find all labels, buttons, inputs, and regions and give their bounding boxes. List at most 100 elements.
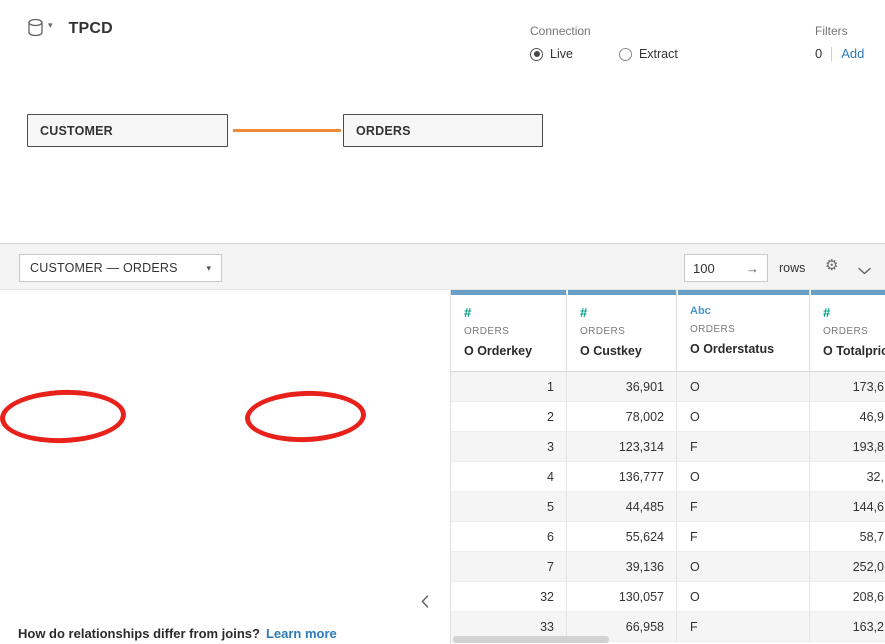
cell-custkey: 123,314 <box>566 432 676 462</box>
column-field-name: O Totalprice <box>823 344 885 358</box>
filters-divider <box>831 46 833 61</box>
collapse-grid-chevron-icon[interactable] <box>858 262 871 280</box>
learn-more-link[interactable]: Learn more <box>265 626 337 641</box>
cell-custkey: 78,002 <box>566 402 676 432</box>
datasource-title: TPCD <box>68 19 113 37</box>
cell-orderkey: 3 <box>451 432 566 462</box>
cell-custkey: 36,901 <box>566 372 676 402</box>
apply-rows-arrow-icon[interactable]: → <box>746 260 759 276</box>
radio-live-label: Live <box>550 47 573 61</box>
bottom-toolbar: CUSTOMER — ORDERS ▾ 100 → rows ⚙ <box>0 243 885 290</box>
relationships-question: How do relationships differ from joins? L… <box>18 626 337 641</box>
column-header-strip <box>567 290 676 295</box>
cell-orderkey: 2 <box>451 402 566 432</box>
gear-icon[interactable]: ⚙ <box>825 257 839 274</box>
question-text: How do relationships differ from joins? <box>18 626 260 641</box>
cell-orderkey: 5 <box>451 492 566 522</box>
number-type-icon: # <box>464 305 472 320</box>
grid-row: 7 39,136 O 252,0 <box>451 552 885 582</box>
cell-custkey: 44,485 <box>566 492 676 522</box>
top-header: ▾ TPCD Connection Live Extract Filters 0 <box>0 0 885 100</box>
string-type-icon: Abc <box>690 305 711 317</box>
data-preview-grid: # ORDERS O Orderkey # ORDERS O Custkey A… <box>450 290 885 644</box>
cell-custkey: 136,777 <box>566 462 676 492</box>
cell-orderkey: 4 <box>451 462 566 492</box>
cell-totalprice: 144,6 <box>809 492 885 522</box>
column-field-name: O Custkey <box>580 344 642 358</box>
cell-orderkey: 32 <box>451 582 566 612</box>
column-table-name: ORDERS <box>580 326 626 337</box>
number-type-icon: # <box>823 305 831 320</box>
column-header-totalprice[interactable]: # ORDERS O Totalprice <box>809 290 885 372</box>
radio-extract[interactable]: Extract <box>618 47 678 61</box>
filters-group: Filters 0 Add <box>815 24 864 61</box>
connection-group: Connection Live Extract <box>530 24 678 61</box>
canvas-table-orders[interactable]: ORDERS <box>343 114 543 147</box>
cell-orderkey: 1 <box>451 372 566 402</box>
cell-totalprice: 252,0 <box>809 552 885 582</box>
filters-label: Filters <box>815 24 848 38</box>
grid-row: 1 36,901 O 173,6 <box>451 372 885 402</box>
cell-orderstatus: O <box>676 402 809 432</box>
radio-extract-circle[interactable] <box>618 47 632 61</box>
database-dropdown-caret[interactable]: ▾ <box>48 20 53 30</box>
cell-orderkey: 6 <box>451 522 566 552</box>
column-header-strip <box>677 290 809 295</box>
grid-row: 3 123,314 F 193,8 <box>451 432 885 462</box>
column-header-orderkey[interactable]: # ORDERS O Orderkey <box>451 290 566 372</box>
cell-totalprice: 173,6 <box>809 372 885 402</box>
row-count-input[interactable]: 100 → <box>684 254 768 282</box>
relationship-selector-dropdown[interactable]: CUSTOMER — ORDERS ▾ <box>19 254 222 282</box>
cell-custkey: 55,624 <box>566 522 676 552</box>
relationship-selector-label: CUSTOMER — ORDERS <box>30 261 178 275</box>
column-header-custkey[interactable]: # ORDERS O Custkey <box>566 290 676 372</box>
horizontal-scrollbar-thumb[interactable] <box>453 636 609 643</box>
cell-orderstatus: O <box>676 552 809 582</box>
column-header-strip <box>810 290 885 295</box>
add-filter-link[interactable]: Add <box>841 46 865 61</box>
column-field-name: O Orderstatus <box>690 342 775 356</box>
cell-custkey: 39,136 <box>566 552 676 582</box>
cell-orderstatus: O <box>676 582 809 612</box>
grid-row: 6 55,624 F 58,7 <box>451 522 885 552</box>
rows-label: rows <box>779 261 806 275</box>
radio-live[interactable]: Live <box>530 47 573 61</box>
cell-totalprice: 32, <box>809 462 885 492</box>
column-table-name: ORDERS <box>690 324 736 335</box>
cell-totalprice: 58,7 <box>809 522 885 552</box>
cell-totalprice: 46,9 <box>809 402 885 432</box>
collapse-panel-chevron-icon[interactable] <box>421 595 429 613</box>
cell-orderstatus: F <box>676 522 809 552</box>
grid-row: 2 78,002 O 46,9 <box>451 402 885 432</box>
cell-totalprice: 163,2 <box>809 612 885 642</box>
cell-custkey: 130,057 <box>566 582 676 612</box>
column-table-name: ORDERS <box>823 326 869 337</box>
database-icon[interactable]: ▾ <box>27 18 53 39</box>
connection-label: Connection <box>530 24 591 38</box>
relationship-noodle[interactable] <box>233 129 341 132</box>
cell-orderstatus: O <box>676 372 809 402</box>
relationship-editor-panel: How do relationships differ from joins? L… <box>0 290 450 644</box>
number-type-icon: # <box>580 305 588 320</box>
cell-orderstatus: F <box>676 492 809 522</box>
filters-count: 0 <box>815 46 823 61</box>
grid-row: 4 136,777 O 32, <box>451 462 885 492</box>
grid-header-row: # ORDERS O Orderkey # ORDERS O Custkey A… <box>451 290 885 372</box>
cell-orderkey: 7 <box>451 552 566 582</box>
cell-orderstatus: F <box>676 432 809 462</box>
cell-orderstatus: F <box>676 612 809 642</box>
canvas-table-customer[interactable]: CUSTOMER <box>27 114 228 147</box>
grid-row: 5 44,485 F 144,6 <box>451 492 885 522</box>
radio-live-circle[interactable] <box>530 47 543 61</box>
cell-custkey: 66,958 <box>566 612 676 642</box>
row-count-value[interactable]: 100 <box>693 260 715 276</box>
radio-extract-label: Extract <box>638 47 678 61</box>
datasource-title-row: ▾ TPCD <box>27 18 113 39</box>
column-field-name: O Orderkey <box>464 344 533 358</box>
cell-orderstatus: O <box>676 462 809 492</box>
cell-totalprice: 193,8 <box>809 432 885 462</box>
column-header-orderstatus[interactable]: Abc ORDERS O Orderstatus <box>676 290 809 372</box>
column-table-name: ORDERS <box>464 326 510 337</box>
chevron-down-icon: ▾ <box>206 262 211 273</box>
